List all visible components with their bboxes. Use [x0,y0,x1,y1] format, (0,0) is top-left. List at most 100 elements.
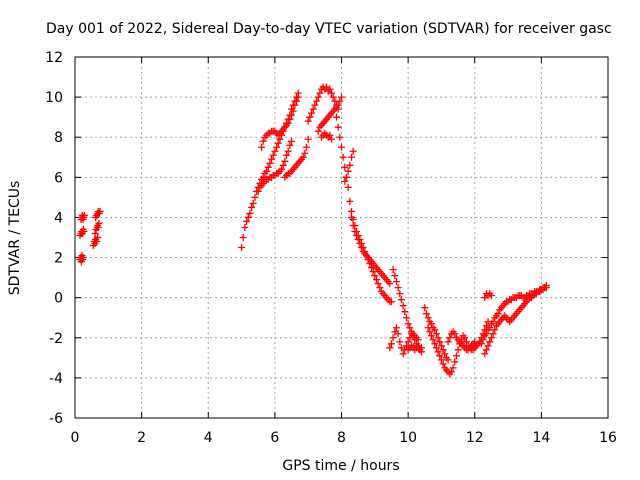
data-point [306,113,314,121]
data-point [303,143,311,151]
data-point [394,284,402,292]
data-point [392,278,400,286]
data-point [326,131,334,139]
data-point [429,336,437,344]
data-point [316,89,324,97]
data-point [401,308,409,316]
y-axis-label: SDTVAR / TECUs [7,181,23,296]
data-point [344,183,352,191]
data-point [404,320,412,328]
data-point [328,89,336,97]
data-point [274,139,282,147]
data-point [484,342,492,350]
data-point [357,244,365,252]
data-point [304,117,312,125]
data-point [404,338,412,346]
data-point [399,350,407,358]
data-point [288,111,296,119]
data-point [266,159,274,167]
y-tick-label: 8 [54,130,63,146]
data-point [386,280,394,288]
data-point [389,266,397,274]
data-point [444,338,452,346]
data-point [426,328,434,336]
data-point [477,340,485,348]
data-point [487,334,495,342]
data-point [344,167,352,175]
data-point [489,330,497,338]
data-point [269,151,277,159]
data-point [349,221,357,229]
data-point [427,320,435,328]
x-tick-label: 4 [204,430,213,446]
data-point [311,101,319,109]
data-point [346,161,354,169]
data-point [481,350,489,358]
data-point [333,113,341,121]
data-point [386,344,394,352]
data-point [451,358,459,366]
data-point [446,334,454,342]
data-point [444,356,452,364]
data-point [346,197,354,205]
data-point [294,93,302,101]
data-point [354,236,362,244]
data-point [329,93,337,101]
data-point [452,352,460,360]
data-point [248,203,256,211]
data-point [283,151,291,159]
data-point [489,318,497,326]
data-point [406,324,414,332]
y-tick-label: -4 [49,371,63,387]
y-tick-label: 0 [54,291,63,307]
data-point [486,338,494,346]
data-point [259,137,267,145]
data-points [76,83,550,378]
data-point [238,244,246,252]
data-point [394,330,402,338]
data-point [347,213,355,221]
data-point [334,101,342,109]
data-point [243,217,251,225]
data-point [334,123,342,131]
data-point [258,143,266,151]
y-tick-label: -2 [49,331,63,347]
x-tick-label: 14 [532,430,550,446]
y-tick-label: 10 [45,90,63,106]
y-tick-label: 2 [54,251,63,267]
data-point [447,368,455,376]
x-tick-labels: 0 2 4 6 8 10 12 14 16 [71,430,617,446]
data-point [91,229,99,237]
data-point [349,147,357,155]
data-point [424,314,432,322]
data-point [347,153,355,161]
grid-lines [75,57,608,418]
data-point [281,157,289,165]
data-point [482,330,490,338]
data-point [369,268,377,276]
data-point [79,254,87,262]
data-point [454,346,462,354]
data-point [417,344,425,352]
x-tick-label: 0 [71,430,80,446]
data-point [336,133,344,141]
y-tick-label: -6 [49,411,63,427]
data-point [338,143,345,151]
data-point [439,346,447,354]
data-point [251,193,259,201]
data-point [431,326,439,334]
data-point [436,338,444,346]
data-point [93,238,101,246]
x-tick-label: 10 [399,430,417,446]
data-point [94,234,102,241]
data-point [336,97,344,105]
data-point [387,340,395,348]
data-point [396,338,404,346]
data-point [326,85,334,93]
data-point [486,324,494,332]
data-point [542,284,550,292]
data-point [254,187,262,195]
data-point [427,332,435,340]
data-point [387,298,395,306]
